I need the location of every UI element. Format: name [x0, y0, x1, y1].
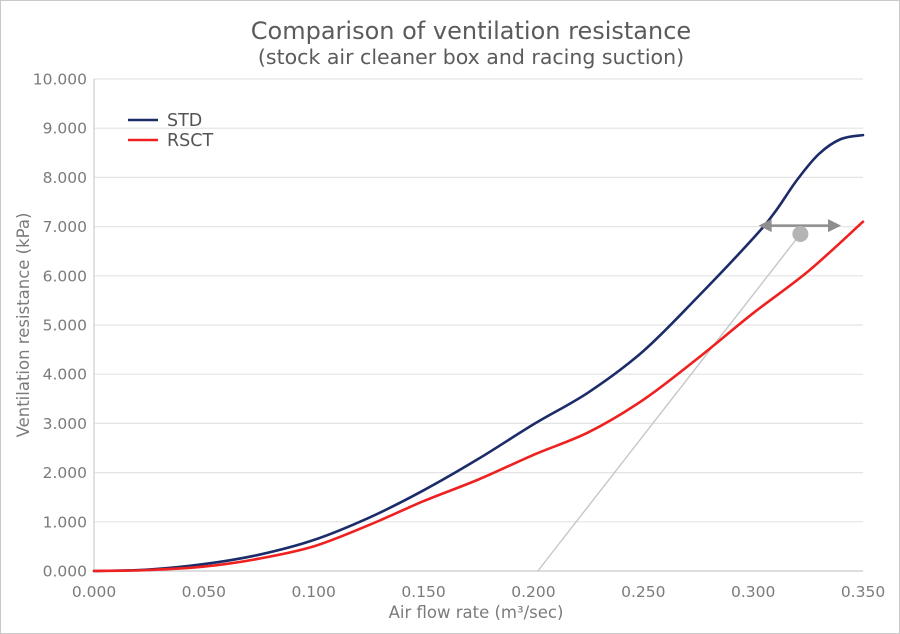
series-layer [92, 133, 865, 573]
y-tick-label: 6.000 [43, 267, 87, 285]
x-tick-label: 0.150 [401, 583, 445, 601]
y-tick-label: 10.000 [33, 71, 87, 89]
y-tick-label: 5.000 [43, 317, 87, 335]
y-tick-label: 2.000 [43, 464, 87, 482]
x-tick-label: 0.300 [731, 583, 775, 601]
x-axis-title: Air flow rate (m³/sec) [389, 603, 564, 622]
curve-std [92, 133, 865, 573]
annotation-leader-layer [537, 233, 801, 572]
grid-layer [93, 78, 863, 572]
annotation-leader-line [537, 233, 801, 572]
legend-label-std: STD [167, 111, 202, 131]
y-tick-label: 1.000 [43, 513, 87, 531]
arrowhead-right [828, 219, 842, 233]
y-axis-title: Ventilation resistance (kPa) [14, 213, 33, 438]
y-tick-label: 0.000 [43, 563, 87, 581]
x-tick-label: 0.100 [292, 583, 336, 601]
y-tick-label: 4.000 [43, 366, 87, 384]
x-tick-label: 0.350 [841, 583, 885, 601]
x-tick-label: 0.000 [72, 583, 116, 601]
x-tick-label: 0.250 [621, 583, 665, 601]
y-tick-label: 9.000 [43, 120, 87, 138]
annotation-dot [792, 225, 809, 242]
arrowhead-left [758, 219, 772, 233]
y-tick-label: 8.000 [43, 169, 87, 187]
x-tick-label: 0.200 [511, 583, 555, 601]
tick-label-layer: 0.000 1.000 2.000 3.000 4.000 5.000 6.000 7.000… [33, 71, 885, 602]
curve-rsct [92, 220, 865, 573]
y-tick-label: 7.000 [43, 218, 87, 236]
legend-label-rsct: RSCT [167, 131, 213, 151]
chart-subtitle: (stock air cleaner box and racing suctio… [258, 45, 684, 69]
annotation-arrow-layer [758, 219, 842, 242]
y-tick-label: 3.000 [43, 415, 87, 433]
chart-title: Comparison of ventilation resistance [251, 17, 691, 45]
x-tick-label: 0.050 [182, 583, 226, 601]
